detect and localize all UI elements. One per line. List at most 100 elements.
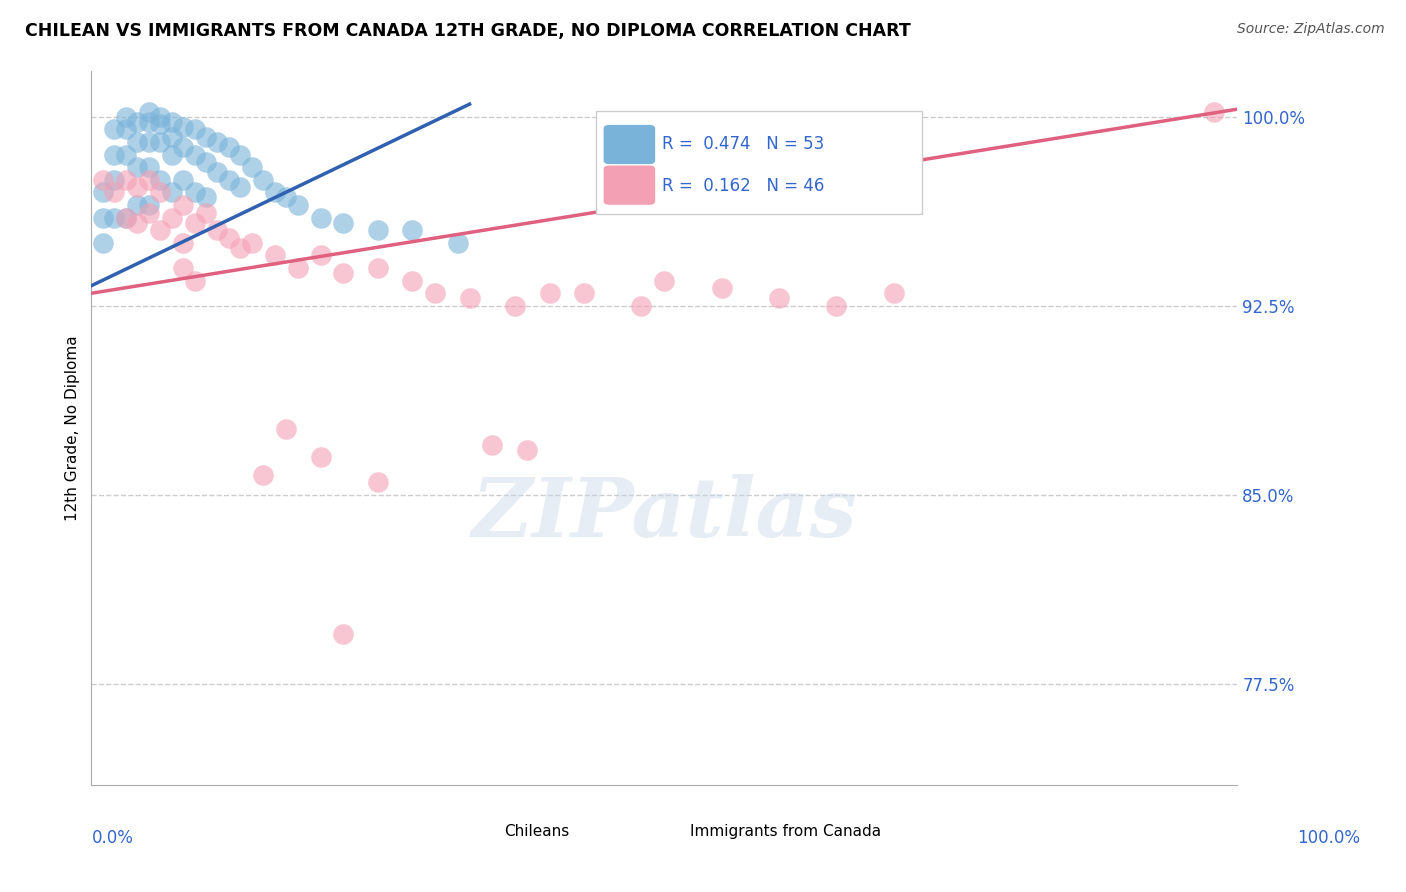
Point bbox=[276, 190, 298, 204]
Point bbox=[572, 286, 595, 301]
FancyBboxPatch shape bbox=[603, 125, 655, 164]
Point bbox=[160, 211, 183, 225]
Point bbox=[138, 198, 160, 212]
Point bbox=[218, 173, 240, 187]
Point bbox=[138, 135, 160, 149]
Point bbox=[114, 211, 136, 225]
Point bbox=[710, 281, 733, 295]
Point bbox=[367, 260, 389, 275]
Point bbox=[229, 241, 252, 255]
Point bbox=[149, 135, 172, 149]
Point bbox=[103, 122, 125, 136]
Point bbox=[882, 286, 904, 301]
Point bbox=[332, 266, 354, 280]
Point bbox=[160, 186, 183, 200]
Point bbox=[160, 129, 183, 144]
Point bbox=[367, 475, 389, 490]
Point bbox=[138, 173, 160, 187]
Point bbox=[207, 165, 229, 179]
Point bbox=[263, 186, 285, 200]
Point bbox=[114, 173, 136, 187]
Point bbox=[229, 147, 252, 161]
FancyBboxPatch shape bbox=[651, 821, 681, 841]
Point bbox=[194, 129, 217, 144]
Point bbox=[149, 117, 172, 131]
Text: CHILEAN VS IMMIGRANTS FROM CANADA 12TH GRADE, NO DIPLOMA CORRELATION CHART: CHILEAN VS IMMIGRANTS FROM CANADA 12TH G… bbox=[25, 22, 911, 40]
Point bbox=[423, 286, 446, 301]
Text: R =  0.162   N = 46: R = 0.162 N = 46 bbox=[662, 177, 824, 194]
Point bbox=[630, 299, 652, 313]
Point bbox=[367, 223, 389, 237]
Point bbox=[332, 216, 354, 230]
Point bbox=[114, 147, 136, 161]
Point bbox=[160, 115, 183, 129]
Point bbox=[138, 104, 160, 119]
Point bbox=[172, 198, 194, 212]
Point bbox=[91, 173, 114, 187]
Point bbox=[287, 198, 309, 212]
Point bbox=[825, 299, 848, 313]
Point bbox=[194, 155, 217, 169]
Text: Immigrants from Canada: Immigrants from Canada bbox=[689, 824, 880, 838]
Point bbox=[447, 235, 470, 250]
Point bbox=[218, 231, 240, 245]
Point bbox=[194, 190, 217, 204]
Point bbox=[91, 211, 114, 225]
Point bbox=[183, 122, 205, 136]
Point bbox=[127, 135, 149, 149]
Point bbox=[172, 140, 194, 154]
Point bbox=[172, 120, 194, 134]
Point bbox=[768, 291, 790, 305]
Point bbox=[229, 180, 252, 194]
Point bbox=[103, 173, 125, 187]
Point bbox=[160, 147, 183, 161]
Point bbox=[138, 160, 160, 174]
Point bbox=[401, 274, 423, 288]
Text: 100.0%: 100.0% bbox=[1298, 829, 1360, 847]
Point bbox=[183, 274, 205, 288]
FancyBboxPatch shape bbox=[603, 166, 655, 205]
Point bbox=[240, 160, 263, 174]
Point bbox=[287, 260, 309, 275]
Point bbox=[401, 223, 423, 237]
Text: 0.0%: 0.0% bbox=[91, 829, 134, 847]
Point bbox=[114, 122, 136, 136]
Point bbox=[172, 173, 194, 187]
Point bbox=[240, 235, 263, 250]
Point bbox=[309, 248, 332, 262]
Text: Chileans: Chileans bbox=[503, 824, 569, 838]
Point bbox=[652, 274, 675, 288]
Point bbox=[538, 286, 561, 301]
Point bbox=[183, 216, 205, 230]
Point bbox=[505, 299, 527, 313]
Point bbox=[91, 235, 114, 250]
Point bbox=[114, 110, 136, 124]
Point bbox=[252, 173, 274, 187]
Text: ZIPatlas: ZIPatlas bbox=[471, 474, 858, 554]
Point bbox=[127, 160, 149, 174]
Point bbox=[481, 437, 503, 451]
Point bbox=[127, 180, 149, 194]
Point bbox=[207, 223, 229, 237]
Point bbox=[172, 235, 194, 250]
Point bbox=[458, 291, 481, 305]
Point bbox=[183, 186, 205, 200]
Point bbox=[103, 147, 125, 161]
Point bbox=[114, 211, 136, 225]
Point bbox=[1204, 104, 1226, 119]
Point bbox=[138, 205, 160, 219]
Point bbox=[149, 173, 172, 187]
Point bbox=[194, 205, 217, 219]
Point bbox=[332, 626, 354, 640]
Y-axis label: 12th Grade, No Diploma: 12th Grade, No Diploma bbox=[65, 335, 80, 521]
Text: R =  0.474   N = 53: R = 0.474 N = 53 bbox=[662, 136, 824, 153]
Point bbox=[138, 115, 160, 129]
FancyBboxPatch shape bbox=[467, 821, 498, 841]
Point bbox=[252, 467, 274, 482]
Point bbox=[207, 135, 229, 149]
FancyBboxPatch shape bbox=[596, 111, 922, 214]
Point bbox=[127, 198, 149, 212]
Point bbox=[309, 211, 332, 225]
Point bbox=[149, 223, 172, 237]
Point bbox=[103, 186, 125, 200]
